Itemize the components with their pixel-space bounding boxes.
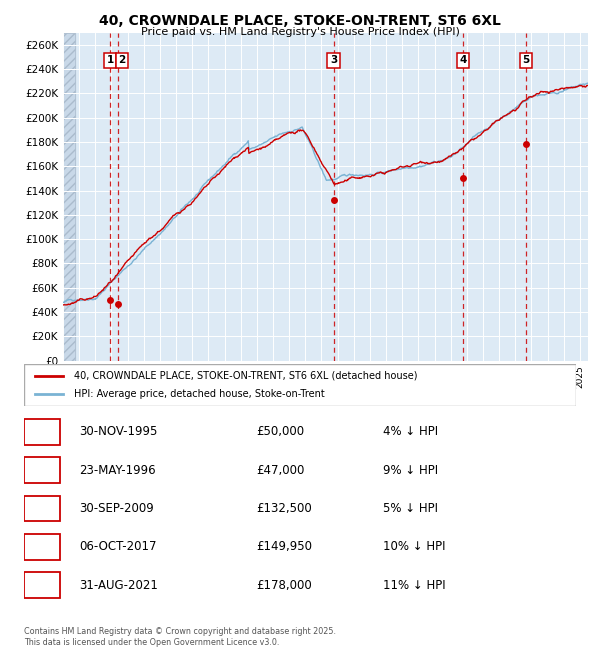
Text: 9% ↓ HPI: 9% ↓ HPI — [383, 464, 438, 477]
Text: 5% ↓ HPI: 5% ↓ HPI — [383, 502, 438, 515]
Text: Price paid vs. HM Land Registry's House Price Index (HPI): Price paid vs. HM Land Registry's House … — [140, 27, 460, 37]
Text: 4% ↓ HPI: 4% ↓ HPI — [383, 425, 438, 438]
Text: 06-OCT-2017: 06-OCT-2017 — [79, 541, 157, 554]
Text: 2: 2 — [118, 55, 125, 66]
Bar — [63, 32, 75, 361]
Text: £50,000: £50,000 — [256, 425, 304, 438]
Text: 1: 1 — [38, 425, 46, 438]
Text: 3: 3 — [330, 55, 337, 66]
Text: 30-SEP-2009: 30-SEP-2009 — [79, 502, 154, 515]
FancyBboxPatch shape — [24, 534, 60, 560]
Text: 31-AUG-2021: 31-AUG-2021 — [79, 578, 158, 592]
Text: 3: 3 — [38, 502, 46, 515]
Text: 40, CROWNDALE PLACE, STOKE-ON-TRENT, ST6 6XL (detached house): 40, CROWNDALE PLACE, STOKE-ON-TRENT, ST6… — [74, 371, 417, 381]
FancyBboxPatch shape — [24, 458, 60, 483]
Text: 1: 1 — [106, 55, 114, 66]
Text: 30-NOV-1995: 30-NOV-1995 — [79, 425, 158, 438]
Text: £149,950: £149,950 — [256, 541, 312, 554]
Text: £178,000: £178,000 — [256, 578, 311, 592]
Text: 11% ↓ HPI: 11% ↓ HPI — [383, 578, 445, 592]
Text: 4: 4 — [460, 55, 467, 66]
Text: 23-MAY-1996: 23-MAY-1996 — [79, 464, 156, 477]
Text: 5: 5 — [523, 55, 530, 66]
FancyBboxPatch shape — [24, 496, 60, 521]
Text: 10% ↓ HPI: 10% ↓ HPI — [383, 541, 445, 554]
Text: 40, CROWNDALE PLACE, STOKE-ON-TRENT, ST6 6XL: 40, CROWNDALE PLACE, STOKE-ON-TRENT, ST6… — [99, 14, 501, 29]
FancyBboxPatch shape — [24, 419, 60, 445]
FancyBboxPatch shape — [24, 573, 60, 598]
Text: 5: 5 — [38, 578, 46, 592]
Text: £47,000: £47,000 — [256, 464, 304, 477]
Text: Contains HM Land Registry data © Crown copyright and database right 2025.
This d: Contains HM Land Registry data © Crown c… — [24, 627, 336, 647]
Text: 4: 4 — [38, 541, 46, 554]
Text: 2: 2 — [38, 464, 46, 477]
Bar — [63, 32, 75, 361]
Text: £132,500: £132,500 — [256, 502, 311, 515]
Text: HPI: Average price, detached house, Stoke-on-Trent: HPI: Average price, detached house, Stok… — [74, 389, 325, 399]
FancyBboxPatch shape — [24, 364, 576, 406]
